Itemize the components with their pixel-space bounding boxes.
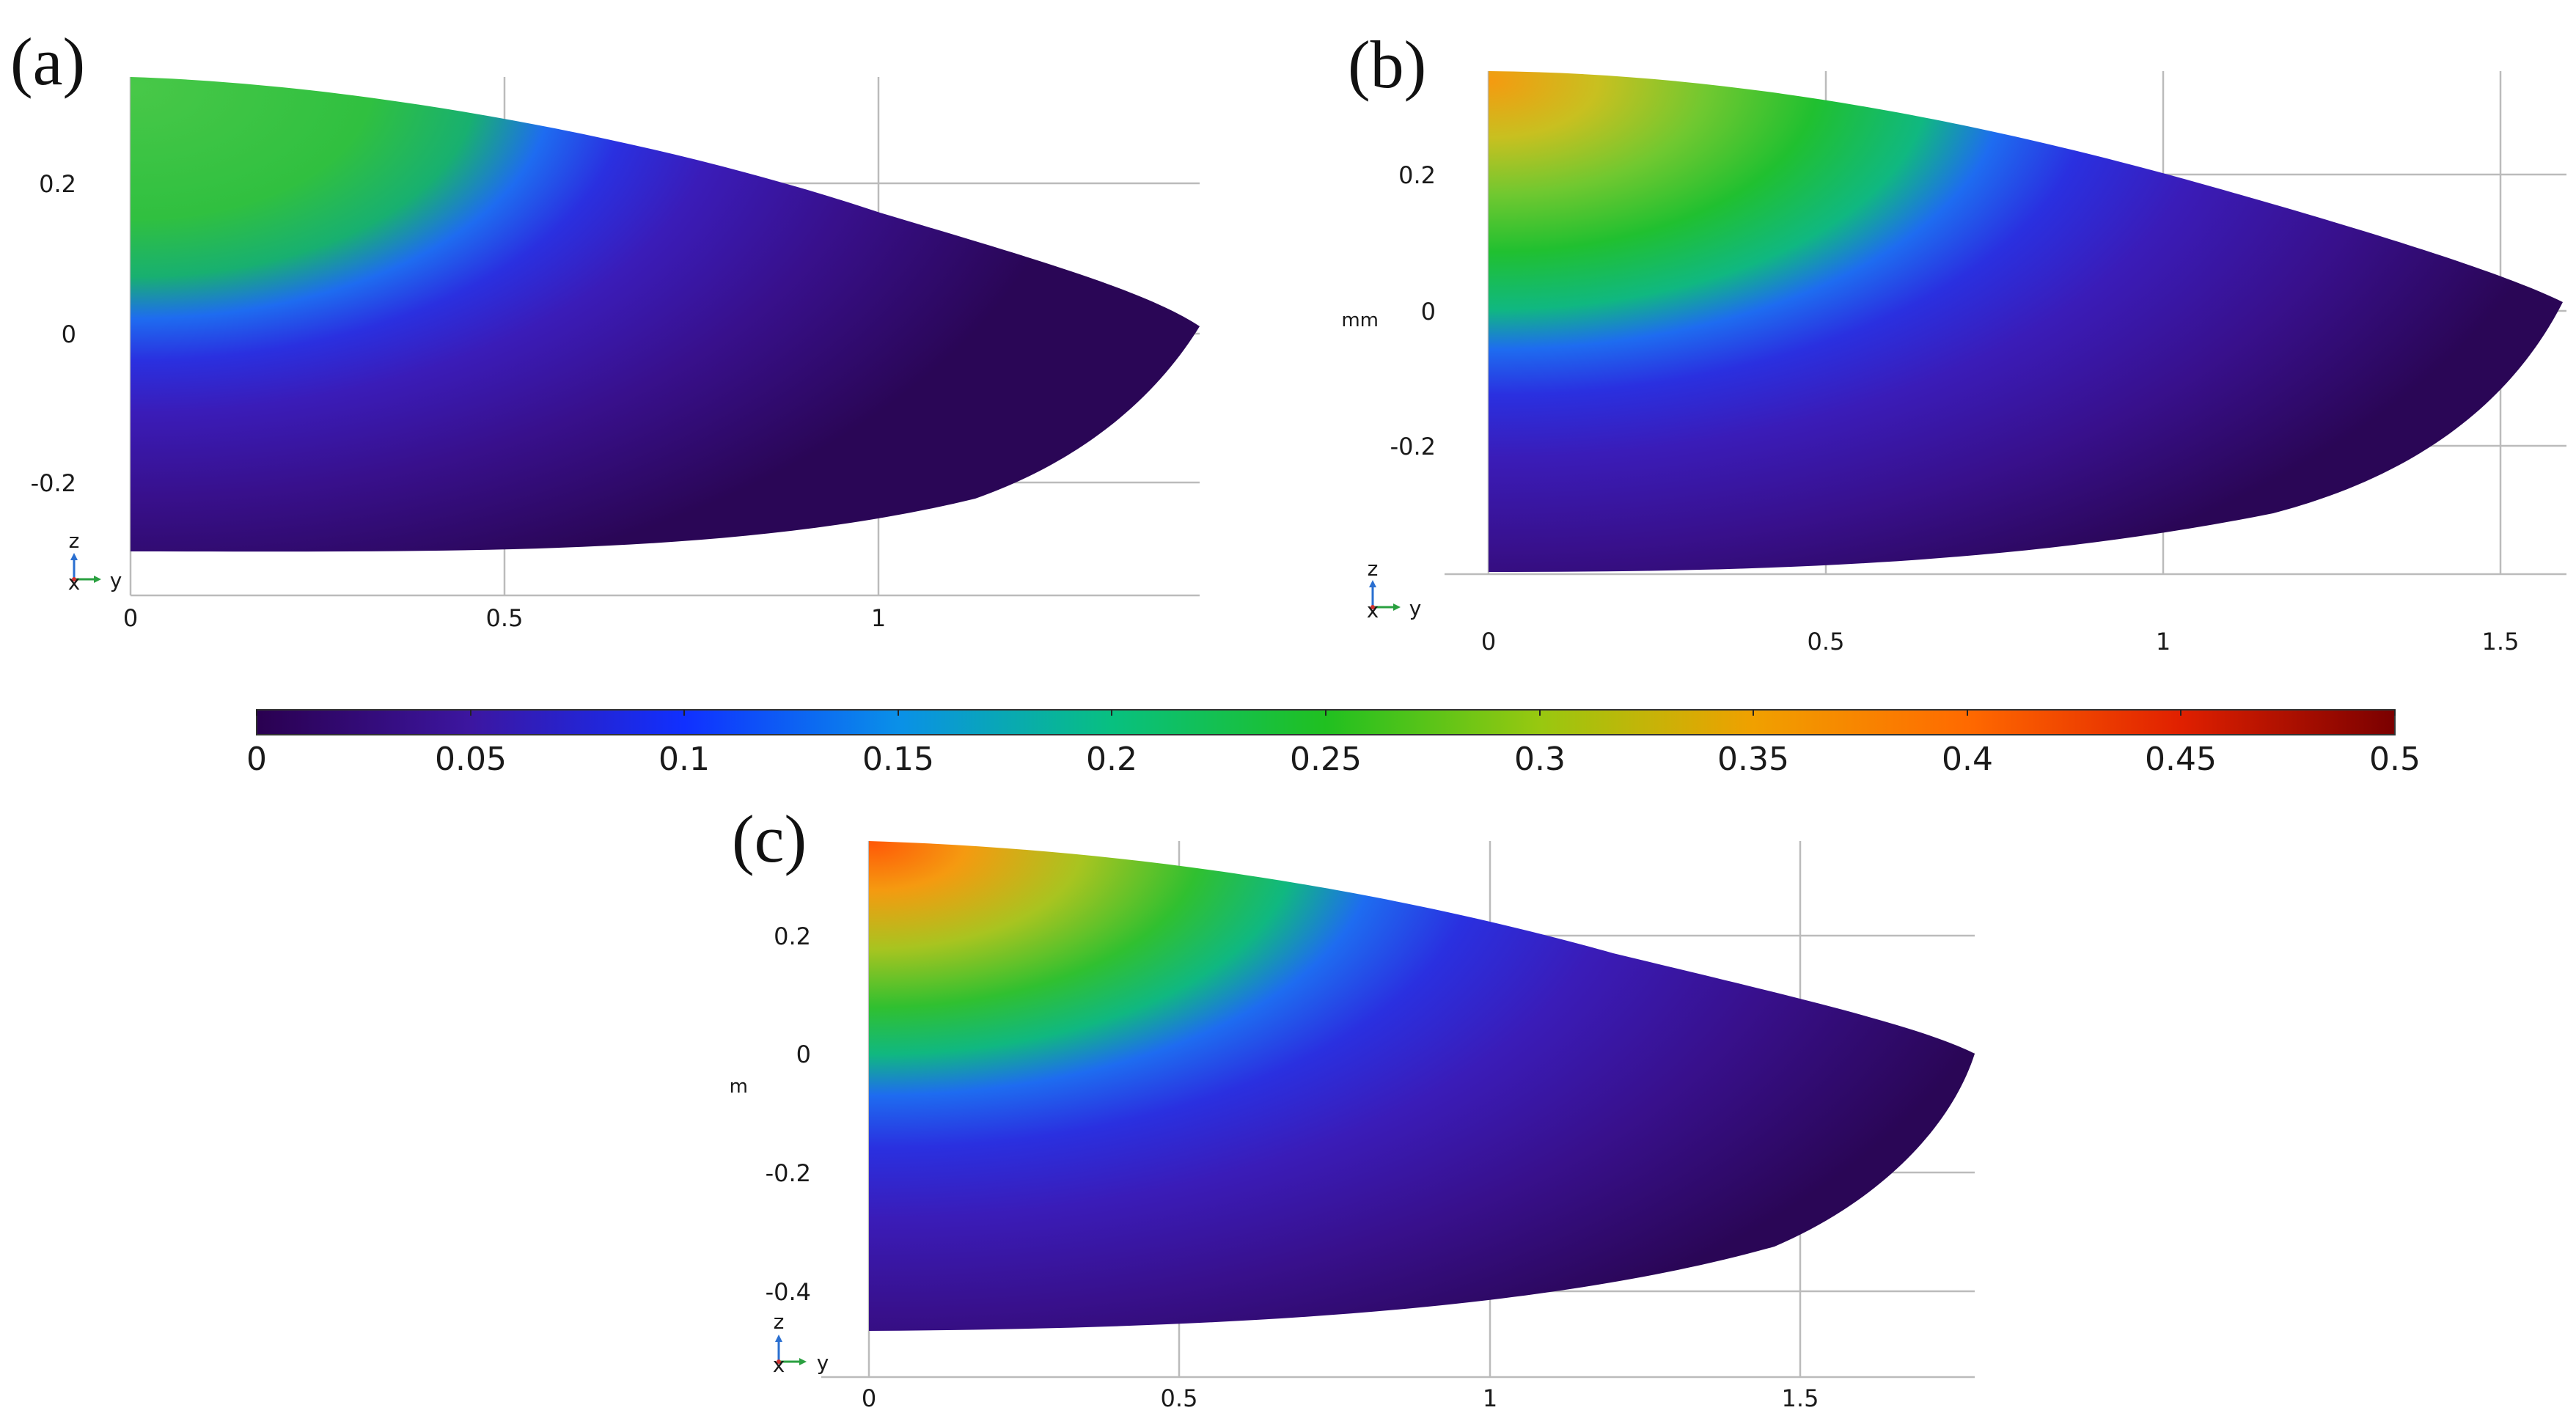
panel-c-field-surface xyxy=(869,841,1975,1331)
panel-c-triad-x: x xyxy=(773,1353,785,1377)
panel-b-triad-y: y xyxy=(1409,596,1422,620)
panel-a-triad-y: y xyxy=(110,568,122,592)
panel-c-ytick-3: -0.4 xyxy=(766,1278,811,1306)
panel-b-ytick-0: 0.2 xyxy=(1398,161,1436,189)
panel-b: 0.2 0 -0.2 mm 0 0.5 1 1.5 z y x xyxy=(1341,71,2566,656)
colorbar-tick-9: 0.45 xyxy=(2145,741,2217,778)
panel-b-triad-x: x xyxy=(1367,598,1379,623)
colorbar-tick-6: 0.3 xyxy=(1514,741,1566,778)
colorbar-tick-1: 0.05 xyxy=(435,741,507,778)
panel-b-xtick-1: 0.5 xyxy=(1808,628,1845,656)
panel-c-label: (c) xyxy=(732,801,807,876)
panel-b-xtick-0: 0 xyxy=(1481,628,1496,656)
panel-b-xtick-3: 1.5 xyxy=(2482,628,2520,656)
panel-c-ytick-1: 0 xyxy=(796,1041,811,1068)
panel-c-triad-z: z xyxy=(774,1310,785,1334)
panel-b-label: (b) xyxy=(1348,27,1427,102)
panel-b-ytick-1: 0 xyxy=(1421,298,1436,326)
panel-c-xtick-1: 0.5 xyxy=(1161,1384,1198,1412)
colorbar-tick-marks xyxy=(256,710,2396,716)
panel-c-xtick-2: 1 xyxy=(1483,1384,1497,1412)
panel-c-unit-label: m xyxy=(730,1076,748,1098)
colorbar-tick-4: 0.2 xyxy=(1086,741,1137,778)
panel-b-field-surface xyxy=(1489,71,2563,572)
panel-b-xtick-2: 1 xyxy=(2156,628,2170,656)
panel-b-axis-triad: z y x xyxy=(1367,557,1422,623)
panel-a: 0.2 0 -0.2 0 0.5 1 z y x xyxy=(31,77,1200,632)
panel-c-xtick-3: 1.5 xyxy=(1782,1384,1819,1412)
panel-c-ytick-0: 0.2 xyxy=(774,922,811,950)
colorbar-tick-8: 0.4 xyxy=(1942,741,1993,778)
panel-a-axis-triad: z y x xyxy=(68,529,122,595)
panel-a-ytick-0: 0.2 xyxy=(39,170,76,198)
colorbar-tick-2: 0.1 xyxy=(658,741,710,778)
panel-b-unit-label: mm xyxy=(1341,309,1379,331)
colorbar: 0 0.05 0.1 0.15 0.2 0.25 0.3 0.35 0.4 0.… xyxy=(246,709,2421,778)
panel-a-field-surface xyxy=(131,77,1200,552)
panel-b-ytick-2: -0.2 xyxy=(1390,433,1436,460)
panel-c-ytick-2: -0.2 xyxy=(766,1159,811,1187)
panel-a-xtick-2: 1 xyxy=(871,604,886,632)
colorbar-tick-3: 0.15 xyxy=(862,741,934,778)
colorbar-tick-10: 0.5 xyxy=(2369,741,2421,778)
panel-c-triad-y: y xyxy=(817,1351,829,1375)
panel-a-ytick-2: -0.2 xyxy=(31,469,76,497)
panel-a-triad-z: z xyxy=(69,529,80,553)
panel-a-xtick-1: 0.5 xyxy=(486,604,524,632)
colorbar-tick-0: 0 xyxy=(246,741,267,778)
colorbar-tick-7: 0.35 xyxy=(1717,741,1789,778)
panel-c: 0.2 0 -0.2 -0.4 m 0 0.5 1 1.5 z y x xyxy=(730,841,1975,1412)
panel-a-triad-x: x xyxy=(68,570,81,595)
panel-a-ytick-1: 0 xyxy=(62,320,76,348)
panel-a-label: (a) xyxy=(10,24,86,99)
panel-c-xtick-0: 0 xyxy=(862,1384,876,1412)
colorbar-tick-5: 0.25 xyxy=(1290,741,1362,778)
panel-b-triad-z: z xyxy=(1368,557,1379,581)
panel-a-xtick-0: 0 xyxy=(123,604,138,632)
panel-c-axis-triad: z y x xyxy=(773,1310,829,1377)
